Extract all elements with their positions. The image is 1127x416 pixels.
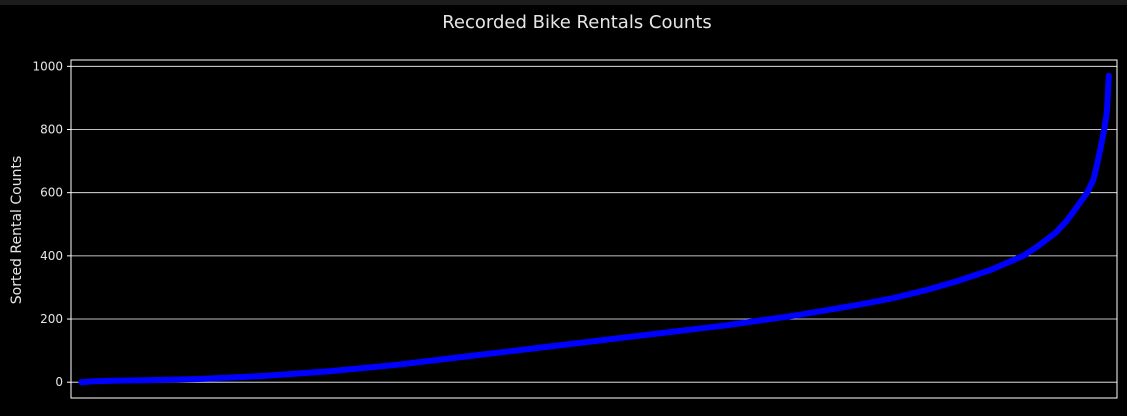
- series-line-0: [78, 72, 1112, 386]
- y-ticks: 0 200 400 600 800 1000: [32, 59, 71, 389]
- series-layer: [78, 72, 1112, 386]
- plot-frame: [70, 59, 1118, 399]
- y-axis-label: Sorted Rental Counts: [9, 156, 25, 305]
- grid-lines: [71, 65, 1117, 383]
- y-tick-label-800: 800: [40, 122, 63, 136]
- y-tick-label-0: 0: [55, 375, 63, 389]
- chart-title: Recorded Bike Rentals Counts: [442, 12, 712, 33]
- y-tick-label-400: 400: [40, 249, 63, 263]
- y-tick-label-200: 200: [40, 312, 63, 326]
- y-tick-label-1000: 1000: [32, 59, 63, 73]
- y-tick-label-600: 600: [40, 186, 63, 200]
- window-top-strip: [0, 0, 1127, 5]
